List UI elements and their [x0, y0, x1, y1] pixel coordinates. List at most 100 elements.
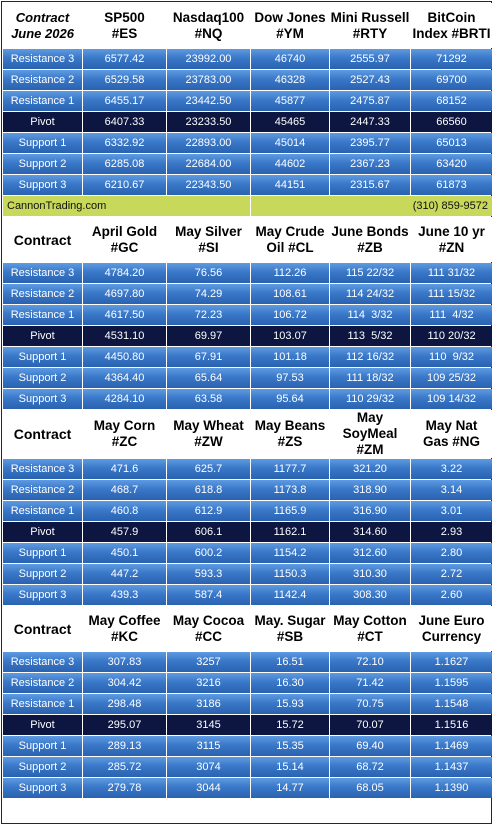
- level-value: 600.2: [167, 543, 250, 563]
- level-value: 22343.50: [167, 175, 250, 195]
- level-value: 115 22/32: [330, 263, 410, 283]
- level-value: 45877: [251, 91, 329, 111]
- header-line: June Euro: [418, 612, 485, 628]
- level-value: 2.93: [411, 522, 492, 542]
- level-value: 3186: [167, 694, 250, 714]
- level-value: 71292: [411, 49, 492, 69]
- level-value: 76.56: [167, 263, 250, 283]
- level-value: 6529.58: [83, 70, 166, 90]
- header-line: Nasdaq100: [172, 9, 245, 25]
- website-link[interactable]: CannonTrading.com: [3, 196, 250, 216]
- level-value: 15.93: [251, 694, 329, 714]
- contract-header-cell: Contract: [3, 217, 82, 262]
- level-value: 471.6: [83, 459, 166, 479]
- level-value: 23992.00: [167, 49, 250, 69]
- level-value: 1154.2: [251, 543, 329, 563]
- instrument-header-cell: May. Sugar #SB: [251, 606, 329, 651]
- section-header-row: Contract May Corn #ZC May Wheat #ZW May Beans…: [3, 410, 492, 458]
- header-line: #ES: [111, 25, 138, 41]
- level-value: 69.97: [167, 326, 250, 346]
- level-value: 298.48: [83, 694, 166, 714]
- level-value: 4531.10: [83, 326, 166, 346]
- level-value: 2367.23: [330, 154, 410, 174]
- level-value: 46328: [251, 70, 329, 90]
- header-line: Contract: [13, 426, 72, 442]
- level-value: 4450.80: [83, 347, 166, 367]
- level-value: 65013: [411, 133, 492, 153]
- level-value: 66560: [411, 112, 492, 132]
- level-value: 279.78: [83, 778, 166, 798]
- header-line: Dow Jones: [254, 9, 326, 25]
- level-value: 285.72: [83, 757, 166, 777]
- header-line: Contract: [15, 9, 70, 25]
- instrument-header-cell: May SoyMeal #ZM: [330, 410, 410, 458]
- level-value: 1.1627: [411, 652, 492, 672]
- level-label: Resistance 1: [3, 305, 82, 325]
- instrument-header-cell: Nasdaq100 #NQ: [167, 3, 250, 48]
- level-label: Resistance 1: [3, 501, 82, 521]
- instrument-header-cell: May Cocoa #CC: [167, 606, 250, 651]
- instrument-header-cell: May Nat Gas #NG: [411, 410, 492, 458]
- level-row: Support 1 289.13 3115 15.35 69.40 1.1469: [3, 736, 492, 756]
- level-value: 14.77: [251, 778, 329, 798]
- level-value: 318.90: [330, 480, 410, 500]
- header-line: #ZS: [277, 434, 303, 449]
- level-value: 15.14: [251, 757, 329, 777]
- level-value: 44151: [251, 175, 329, 195]
- instrument-header-cell: Mini Russell #RTY: [330, 3, 410, 48]
- header-line: May Cotton: [333, 612, 407, 628]
- level-label: Resistance 3: [3, 263, 82, 283]
- level-value: 1142.4: [251, 585, 329, 605]
- instrument-header-cell: May Silver #SI: [167, 217, 250, 262]
- level-value: 3216: [167, 673, 250, 693]
- instrument-header-cell: April Gold #GC: [83, 217, 166, 262]
- level-label: Support 3: [3, 778, 82, 798]
- instrument-header-cell: June Bonds #ZB: [330, 217, 410, 262]
- level-value: 74.29: [167, 284, 250, 304]
- level-value: 593.3: [167, 564, 250, 584]
- level-label: Support 1: [3, 347, 82, 367]
- level-row: Resistance 3 471.6 625.7 1177.7 321.20 3.22: [3, 459, 492, 479]
- level-value: 2475.87: [330, 91, 410, 111]
- level-value: 23783.00: [167, 70, 250, 90]
- level-value: 46740: [251, 49, 329, 69]
- instrument-header-cell: May Corn #ZC: [83, 410, 166, 458]
- level-value: 112 16/32: [330, 347, 410, 367]
- instrument-header-cell: May Cotton #CT: [330, 606, 410, 651]
- level-value: 3044: [167, 778, 250, 798]
- level-value: 68152: [411, 91, 492, 111]
- level-row: Support 2 285.72 3074 15.14 68.72 1.1437: [3, 757, 492, 777]
- level-row: Support 2 6285.08 22684.00 44602 2367.23 6342…: [3, 154, 492, 174]
- level-value: 70.07: [330, 715, 410, 735]
- header-line: #ZW: [194, 434, 223, 449]
- level-value: 606.1: [167, 522, 250, 542]
- level-value: 316.90: [330, 501, 410, 521]
- instrument-header-cell: BitCoin Index #BRTI: [411, 3, 492, 48]
- level-label: Resistance 3: [3, 49, 82, 69]
- instrument-header-cell: May Coffee #KC: [83, 606, 166, 651]
- header-line: Mini Russell: [330, 9, 410, 25]
- level-value: 6407.33: [83, 112, 166, 132]
- level-value: 6285.08: [83, 154, 166, 174]
- level-value: 310.30: [330, 564, 410, 584]
- header-line: April Gold: [91, 223, 158, 239]
- level-value: 67.91: [167, 347, 250, 367]
- level-label: Support 2: [3, 154, 82, 174]
- level-value: 2555.97: [330, 49, 410, 69]
- level-value: 15.35: [251, 736, 329, 756]
- header-line: May Crude: [255, 223, 325, 239]
- instrument-header-cell: June Euro Currency: [411, 606, 492, 651]
- level-value: 111 18/32: [330, 368, 410, 388]
- level-value: 68.72: [330, 757, 410, 777]
- level-value: 97.53: [251, 368, 329, 388]
- level-value: 3074: [167, 757, 250, 777]
- header-line: May Cocoa: [172, 612, 245, 628]
- header-line: #RTY: [352, 25, 388, 41]
- level-value: 447.2: [83, 564, 166, 584]
- level-value: 114 24/32: [330, 284, 410, 304]
- level-label: Resistance 2: [3, 673, 82, 693]
- level-value: 63420: [411, 154, 492, 174]
- level-label: Pivot: [3, 522, 82, 542]
- level-row: Support 3 279.78 3044 14.77 68.05 1.1390: [3, 778, 492, 798]
- level-value: 110 29/32: [330, 389, 410, 409]
